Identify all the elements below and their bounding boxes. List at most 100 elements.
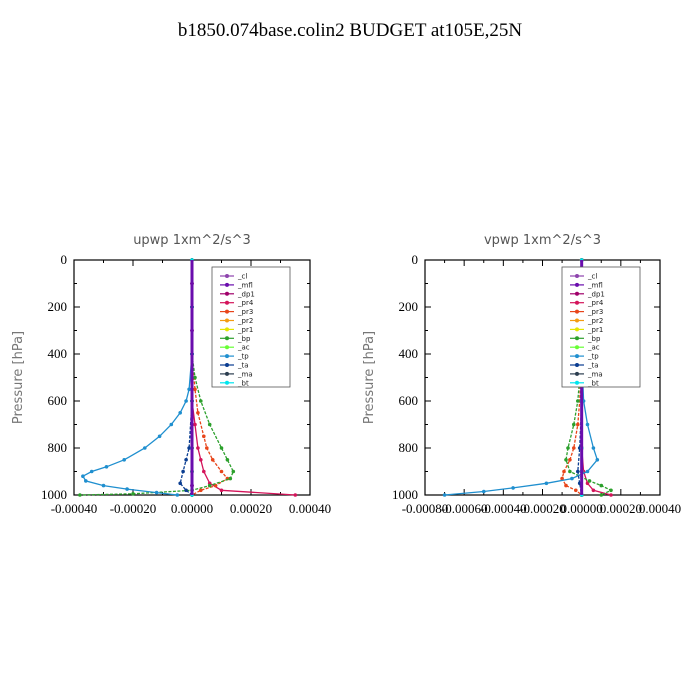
series-point-pr3 [205,446,209,450]
y-tick-label: 400 [48,346,68,361]
legend-swatch-marker [575,371,579,376]
series-point-tp [595,458,600,462]
series-point-bp [564,458,568,462]
series-point-tp [591,446,596,450]
series-point-tp [570,476,574,481]
series-point-bp [566,446,570,450]
series-point-tp [178,411,182,415]
legend-entry: _ac [587,344,600,352]
series-line-bp [79,260,235,496]
legend-entry: _tp [587,353,599,361]
legend-entry: _pr3 [237,308,253,316]
series-point-ta [576,469,580,474]
legend-swatch-marker [225,363,229,367]
series-point-pr4 [293,493,298,497]
chart-panel-2: vpwp 1xm^2/s^3 Pressure [hPa] 0 200 400 600 80… [362,233,681,516]
series-point-bp [78,493,82,497]
series-point-ta [187,446,191,450]
legend-swatch-marker [575,274,579,278]
legend-swatch-marker [225,309,229,314]
series-point-tp [482,489,486,494]
series-point-pr4 [609,493,613,497]
legend-swatch-marker [575,318,579,323]
legend-swatch-marker [225,300,229,305]
series-point-bp [225,458,230,462]
legend-entry: _ma [237,370,253,378]
legend-entry: _pr4 [237,299,254,307]
legend-entry: _ta [237,362,249,370]
y-tick-label: 200 [399,299,419,314]
series-point-tp [175,493,180,497]
legend-entry: _ma [587,370,603,378]
y-tick-label: 200 [48,299,68,314]
series-point-tp [187,387,191,392]
legend-entry: _pr4 [587,299,604,307]
legend-swatch-marker [225,371,229,376]
legend-box [211,266,291,388]
y-tick-label: 800 [399,440,419,455]
legend-swatch-marker [225,282,229,287]
series-point-pr3 [564,483,568,488]
series-point-tp [184,399,188,403]
chart-title: upwp 1xm^2/s^3 [133,233,251,248]
x-tick-label: -0.00020 [519,501,566,516]
legend-entry: _pr3 [587,308,603,316]
legend-entry: _bp [237,335,251,343]
y-tick-label: 0 [61,252,68,267]
series-point-tp [125,487,129,491]
series-point-tp [157,434,162,439]
series-point-ta [184,458,188,462]
series-point-tp [442,493,447,497]
x-tick-label: 0.00040 [639,501,681,516]
legend-entry: _dp1 [587,290,605,298]
series-point-pr3 [568,458,572,462]
series-point-tp [544,481,549,486]
legend-swatch-marker [225,291,229,296]
series-point-tp [154,490,159,495]
legend-box [561,266,641,388]
legend-entry: _pr2 [237,317,253,325]
legend-entry: _bt [237,379,249,387]
legend-swatch-marker [575,282,579,287]
legend-entry: _cl [587,273,597,281]
chart-title: vpwp 1xm^2/s^3 [484,233,601,248]
legend-swatch-marker [575,327,579,332]
legend-entry: _cl [237,273,247,281]
series-point-pr4 [585,481,590,486]
series-point-tp [585,422,590,427]
legend-entry: _bp [587,335,601,343]
series-point-bp [587,479,592,483]
legend-swatch-marker [575,363,579,367]
x-tick-label: 0.00020 [230,501,272,516]
series-point-pr3 [193,387,197,392]
series-point-pr3 [560,476,564,481]
series-point-bp [609,488,613,493]
series-point-tp [81,474,85,479]
series-point-bp [568,469,572,474]
x-tick-label: -0.00060 [441,501,488,516]
series-point-bp [207,483,212,488]
legend-entry: _ac [237,344,250,352]
legend-swatch-marker [575,345,579,350]
legend-entry: _pr1 [237,326,253,334]
y-tick-label: 400 [399,346,419,361]
series-point-bp [199,399,203,403]
series-point-pr4 [202,469,206,474]
legend-entry: _mfl [237,281,253,289]
series-point-tp [104,465,109,469]
y-axis-label: Pressure [hPa] [362,331,377,424]
series-point-tp [511,486,515,490]
series-point-ta [181,469,185,474]
y-tick-label: 1000 [41,487,67,502]
series-point-tp [89,469,94,474]
series-point-bp [207,422,212,427]
series-point-tp [122,458,126,462]
series-point-pr4 [196,446,200,450]
series-point-pr3 [213,483,218,488]
series-point-pr3 [572,446,576,450]
series-point-pr4 [193,422,197,427]
series-point-pr3 [574,488,578,493]
y-tick-label: 800 [48,440,68,455]
legend-entry: _ta [587,362,599,370]
